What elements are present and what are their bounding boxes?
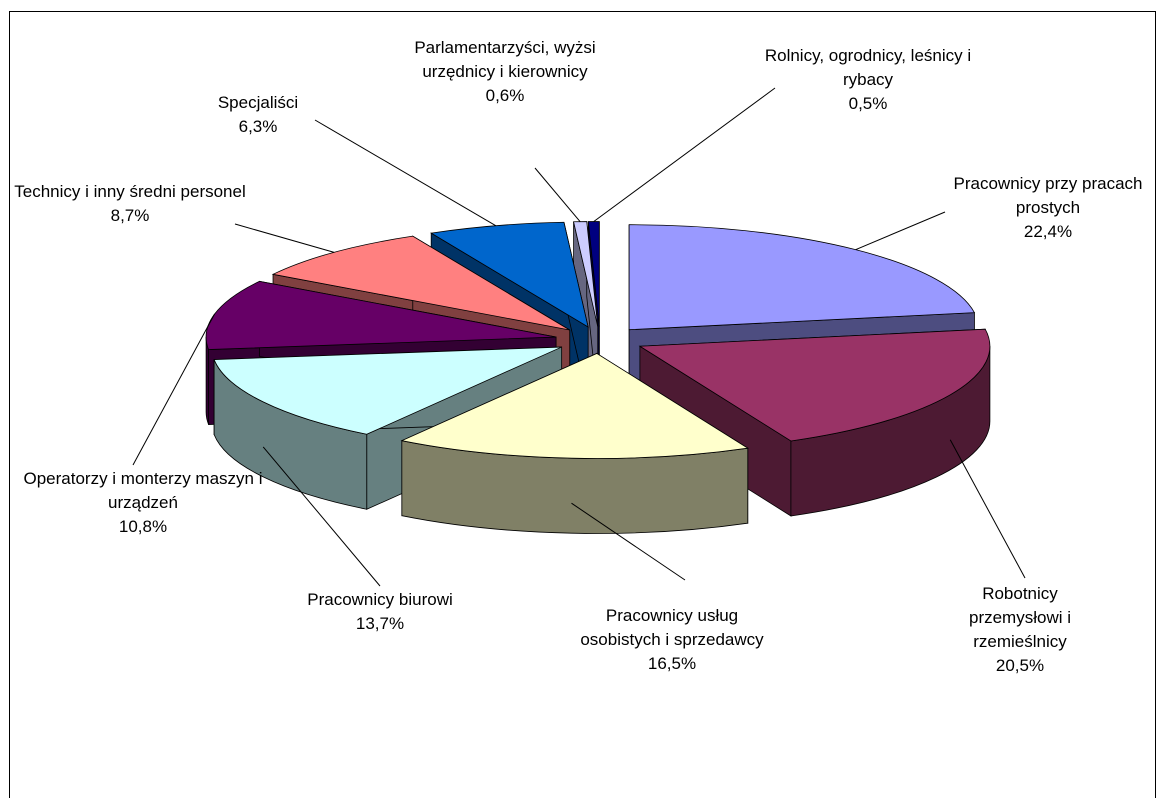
category-label: Robotnicy przemysłowi i rzemieślnicy xyxy=(968,584,1072,651)
data-label: Rolnicy, ogrodnicy, leśnicy i rybacy 0,5% xyxy=(763,44,973,116)
value-label: 22,4% xyxy=(1023,222,1073,241)
data-label: Robotnicy przemysłowi i rzemieślnicy 20,5… xyxy=(945,582,1095,678)
slice xyxy=(271,235,570,331)
data-label: Specjaliści 6,3% xyxy=(188,91,328,139)
leader-line xyxy=(593,87,776,222)
slice xyxy=(430,221,589,328)
data-label: Technicy i inny średni personel 8,7% xyxy=(0,180,260,228)
value-label: 8,7% xyxy=(110,206,150,225)
slice xyxy=(205,280,557,350)
category-label: Pracownicy biurowi xyxy=(307,590,453,609)
data-label: Robotnicy przemysłowi i rzemieślnicy 20,5… xyxy=(945,582,1095,678)
data-label: Pracownicy biurowi 13,7% xyxy=(250,588,510,636)
data-label: Pracownicy przy pracach prostych 22,4% xyxy=(938,172,1158,244)
category-label: Operatorzy i monterzy maszyn i urządzeń xyxy=(23,469,263,512)
value-label: 16,5% xyxy=(647,654,697,673)
value-label: 13,7% xyxy=(355,614,405,633)
slice xyxy=(638,328,991,442)
leader-line xyxy=(571,502,686,581)
slice-wall xyxy=(205,337,209,425)
slice xyxy=(400,353,749,459)
leader-line xyxy=(534,167,581,222)
leader-line xyxy=(855,211,946,251)
slice xyxy=(573,221,599,327)
value-label: 6,3% xyxy=(238,117,278,136)
leader-line xyxy=(314,119,497,227)
leader-line xyxy=(132,313,215,466)
value-label: 10,8% xyxy=(118,517,168,536)
category-label: Rolnicy, ogrodnicy, leśnicy i rybacy xyxy=(764,46,972,89)
data-label: Parlamentarzyści, wyżsi urzędnicy i kier… xyxy=(400,36,610,108)
category-label: Specjaliści xyxy=(217,93,299,112)
leader-line xyxy=(234,223,335,253)
value-label: 20,5% xyxy=(995,656,1045,675)
leader-line xyxy=(949,439,1026,579)
data-label: Pracownicy usług osobistych i sprzedawcy… xyxy=(577,604,767,676)
data-label: Parlamentarzyści, wyżsi urzędnicy i kier… xyxy=(400,36,610,108)
category-label: Technicy i inny średni personel xyxy=(14,182,246,201)
data-label: Pracownicy przy pracach prostych 22,4% xyxy=(938,172,1158,244)
slice xyxy=(587,221,600,327)
data-label: Technicy i inny średni personel 8,7% xyxy=(0,180,260,228)
data-label: Operatorzy i monterzy maszyn i urządzeń 1… xyxy=(13,467,273,539)
leader-line xyxy=(262,446,381,587)
category-label: Parlamentarzyści, wyżsi urzędnicy i kier… xyxy=(414,38,596,81)
value-label: 0,5% xyxy=(848,94,888,113)
value-label: 0,6% xyxy=(485,86,525,105)
data-label: Specjaliści 6,3% xyxy=(188,91,328,139)
data-label: Operatorzy i monterzy maszyn i urządzeń 1… xyxy=(13,467,273,539)
data-label: Rolnicy, ogrodnicy, leśnicy i rybacy 0,5% xyxy=(763,44,973,116)
slice xyxy=(213,346,562,435)
data-label: Pracownicy biurowi 13,7% xyxy=(250,588,510,636)
category-label: Pracownicy przy pracach prostych xyxy=(953,174,1143,217)
data-label: Pracownicy usług osobistych i sprzedawcy… xyxy=(577,604,767,676)
category-label: Pracownicy usług osobistych i sprzedawcy xyxy=(580,606,764,649)
